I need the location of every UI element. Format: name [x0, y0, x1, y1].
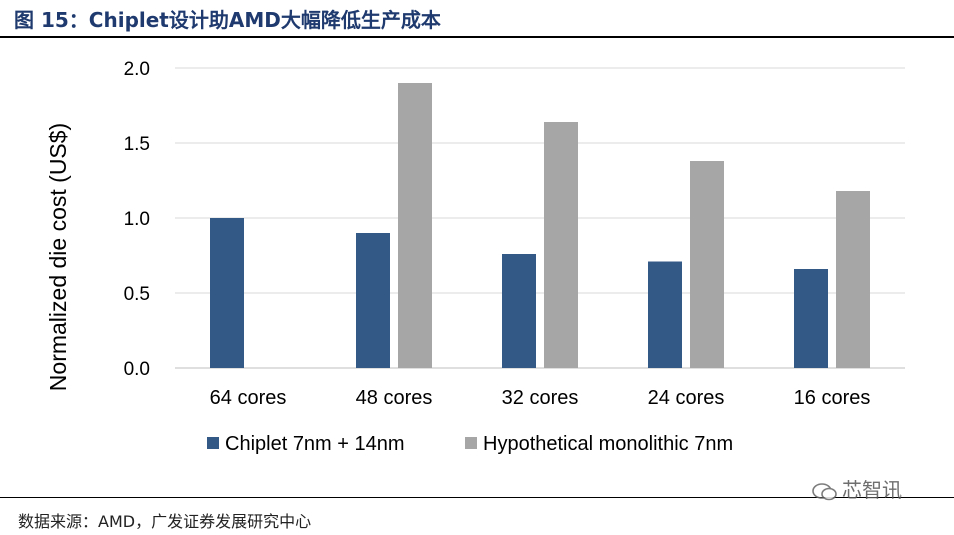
x-category-label: 32 cores — [502, 387, 579, 409]
watermark-text: 芯智讯 — [842, 478, 902, 502]
x-axis-categories: 64 cores 48 cores 32 cores 24 cores 16 cores — [210, 387, 871, 409]
bar-chiplet — [794, 269, 828, 368]
y-tick-label: 0.5 — [124, 284, 150, 305]
x-category-label: 24 cores — [648, 387, 725, 409]
y-tick-label: 1.0 — [124, 209, 150, 230]
bar-monolithic — [836, 191, 870, 368]
legend-label-monolithic: Hypothetical monolithic 7nm — [483, 433, 733, 455]
bar-monolithic — [544, 122, 578, 368]
bar-chiplet — [210, 218, 244, 368]
bar-monolithic — [398, 83, 432, 368]
y-axis-ticks: 0.0 0.5 1.0 1.5 2.0 — [124, 59, 150, 380]
bar-chiplet — [648, 261, 682, 368]
y-tick-label: 1.5 — [124, 134, 150, 155]
watermark: 芯智讯 — [812, 474, 902, 503]
legend-swatch-chiplet — [207, 437, 219, 449]
y-tick-label: 0.0 — [124, 359, 150, 380]
figure-title: 图 15：Chiplet设计助AMD大幅降低生产成本 — [14, 8, 441, 32]
x-category-label: 48 cores — [356, 387, 433, 409]
x-category-label: 64 cores — [210, 387, 287, 409]
wechat-icon — [812, 482, 837, 500]
legend-swatch-monolithic — [465, 437, 477, 449]
bar-chiplet — [502, 254, 536, 368]
y-tick-label: 2.0 — [124, 59, 150, 80]
footer-divider — [0, 497, 954, 498]
source-note: 数据来源：AMD，广发证券发展研究中心 — [18, 512, 312, 531]
legend: Chiplet 7nm + 14nm Hypothetical monolith… — [207, 433, 733, 455]
bar-chiplet — [356, 233, 390, 368]
gridlines — [175, 67, 905, 369]
bar-monolithic — [690, 161, 724, 368]
x-category-label: 16 cores — [794, 387, 871, 409]
legend-label-chiplet: Chiplet 7nm + 14nm — [225, 433, 405, 455]
bars — [210, 83, 870, 368]
title-divider — [0, 36, 954, 38]
y-axis-label: Normalized die cost (US$) — [45, 123, 71, 391]
